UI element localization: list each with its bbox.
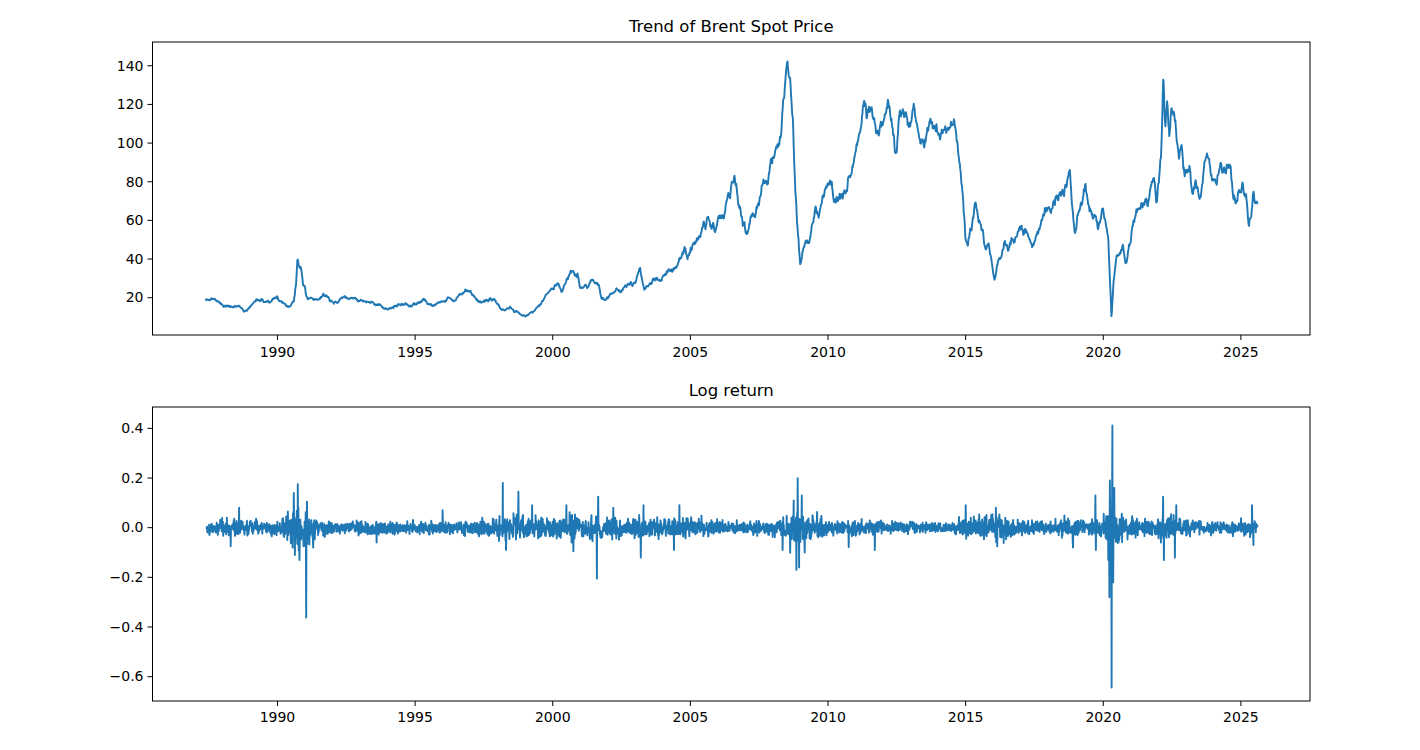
x-tick-label: 2010 [810,344,846,360]
logret-plot-border [153,407,1311,701]
x-tick-label: 2010 [810,709,846,725]
price-chart-title: Trend of Brent Spot Price [628,17,834,36]
x-tick-label: 2025 [1223,709,1259,725]
y-tick-label: −0.4 [110,619,144,635]
x-tick-label: 2025 [1223,344,1259,360]
x-tick-label: 2015 [948,344,984,360]
price-series-line [205,61,1257,316]
y-tick-label: 60 [126,212,144,228]
x-tick-label: 2015 [948,709,984,725]
x-tick-label: 1990 [260,709,296,725]
y-tick-label: 100 [117,135,144,151]
x-tick-label: 1995 [397,709,433,725]
y-tick-label: 20 [126,289,144,305]
x-tick-label: 1995 [397,344,433,360]
y-tick-label: −0.2 [110,569,144,585]
x-tick-label: 2005 [673,344,709,360]
log-return-chart-axes: 1990 1995 2000 2005 2010 2015 2020 2025 0.4 0.2 0.… [110,407,1311,725]
x-tick-label: 2020 [1085,709,1121,725]
x-tick-label: 2000 [535,344,571,360]
y-tick-label: 0.0 [121,519,143,535]
price-chart-axes: 1990 1995 2000 2005 2010 2015 2020 2025 20 40 60 80… [117,42,1310,360]
x-tick-label: 2020 [1085,344,1121,360]
log-return-chart-title: Log return [689,381,774,400]
x-tick-label: 1990 [260,344,296,360]
y-tick-label: 40 [126,251,144,267]
y-tick-label: 120 [117,96,144,112]
y-tick-label: −0.6 [110,668,144,684]
figure-canvas: Trend of Brent Spot Price Log return 199… [0,0,1420,750]
y-tick-label: 140 [117,58,144,74]
logret-series-line [206,425,1258,687]
y-tick-label: 80 [126,174,144,190]
x-tick-label: 2005 [673,709,709,725]
x-tick-label: 2000 [535,709,571,725]
y-tick-label: 0.4 [121,420,143,436]
y-tick-label: 0.2 [121,470,143,486]
